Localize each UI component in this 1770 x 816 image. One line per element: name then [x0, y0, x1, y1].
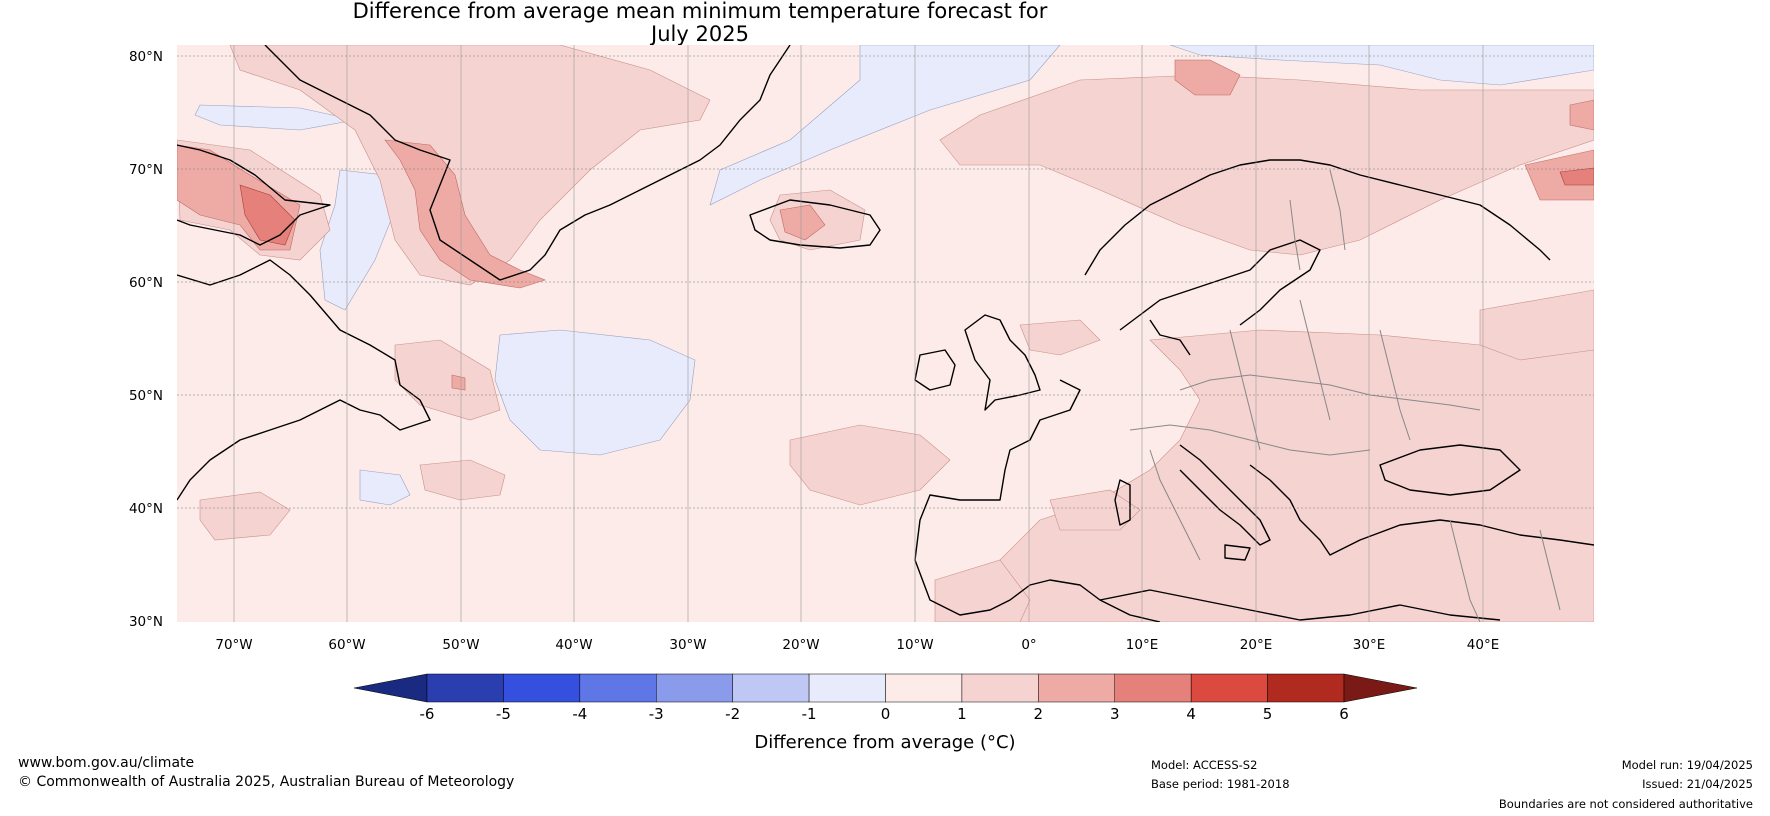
lat-label: 30°N	[129, 614, 163, 630]
lon-label: 0°	[1021, 637, 1036, 653]
colorbar-segment	[426, 673, 504, 703]
colorbar-segment	[732, 673, 810, 703]
colorbar-segment	[961, 673, 1039, 703]
copyright-text: © Commonwealth of Australia 2025, Austra…	[18, 774, 515, 790]
meridians	[233, 45, 1484, 622]
colorbar-segment	[885, 673, 963, 703]
base-period-text: Base period: 1981-2018	[1151, 777, 1290, 791]
colorbar-tick-label: -2	[725, 705, 740, 723]
lon-label: 50°W	[442, 637, 479, 653]
lon-label: 30°E	[1353, 637, 1385, 653]
colorbar-tick-label: 2	[1034, 705, 1044, 723]
map-panel	[177, 45, 1594, 622]
colorbar-tick-label: 4	[1186, 705, 1196, 723]
lon-label: 20°W	[782, 637, 819, 653]
colorbar-segment	[1267, 673, 1345, 703]
disclaimer-text: Boundaries are not considered authoritat…	[1498, 797, 1753, 811]
lon-label: 60°W	[328, 637, 365, 653]
website-link[interactable]: www.bom.gov.au/climate	[18, 755, 195, 771]
issued-text: Issued: 21/04/2025	[1642, 777, 1753, 791]
colorbar-tick-label: 3	[1110, 705, 1120, 723]
colorbar-segment	[808, 673, 886, 703]
lat-label: 60°N	[129, 275, 163, 291]
lon-label: 10°E	[1126, 637, 1158, 653]
map-title: Difference from average mean minimum tem…	[0, 0, 1400, 46]
lon-label: 30°W	[669, 637, 706, 653]
colorbar-title: Difference from average (°C)	[754, 732, 1015, 753]
colorbar-tick-label: -4	[572, 705, 587, 723]
colorbar-tick-label: 6	[1339, 705, 1349, 723]
colorbar-segment	[1114, 673, 1192, 703]
colorbar-extend-low	[353, 673, 428, 703]
model-text: Model: ACCESS-S2	[1151, 758, 1258, 772]
lat-label: 80°N	[129, 49, 163, 65]
country-borders	[1129, 169, 1561, 622]
colorbar-segment	[579, 673, 657, 703]
warm-anomaly-regions-high	[239, 167, 1594, 246]
lon-label: 40°W	[555, 637, 592, 653]
model-run-text: Model run: 19/04/2025	[1621, 758, 1753, 772]
latitude-labels: 80°N 70°N 60°N 50°N 40°N 30°N	[129, 49, 163, 630]
lon-label: 70°W	[215, 637, 252, 653]
lon-label: 40°E	[1467, 637, 1499, 653]
colorbar	[353, 673, 1418, 703]
map-title-line1: Difference from average mean minimum tem…	[352, 0, 1048, 23]
colorbar-tick-label: 5	[1263, 705, 1273, 723]
colorbar-tick-label: -5	[496, 705, 511, 723]
colorbar-segment	[656, 673, 733, 703]
colorbar-tick-label: 0	[881, 705, 891, 723]
longitude-labels: 70°W 60°W 50°W 40°W 30°W 20°W 10°W 0° 10…	[215, 637, 1499, 653]
lat-label: 40°N	[129, 501, 163, 517]
lon-label: 20°E	[1240, 637, 1272, 653]
lat-label: 50°N	[129, 388, 163, 404]
graticule	[177, 55, 1594, 509]
lon-label: 10°W	[896, 637, 933, 653]
colorbar-tick-label: -1	[802, 705, 817, 723]
coastlines	[177, 45, 1594, 622]
colorbar-segment	[1190, 673, 1268, 703]
colorbar-extend-high	[1343, 673, 1418, 703]
colorbar-tick-label: -6	[420, 705, 435, 723]
colorbar-tick-label: 1	[957, 705, 967, 723]
lat-label: 70°N	[129, 162, 163, 178]
map-title-line2: July 2025	[651, 22, 749, 46]
colorbar-segment	[503, 673, 581, 703]
colorbar-segment	[1038, 673, 1116, 703]
colorbar-tick-labels: -6 -5 -4 -3 -2 -1 0 1 2 3 4 5 6	[420, 705, 1349, 723]
colorbar-tick-label: -3	[649, 705, 664, 723]
